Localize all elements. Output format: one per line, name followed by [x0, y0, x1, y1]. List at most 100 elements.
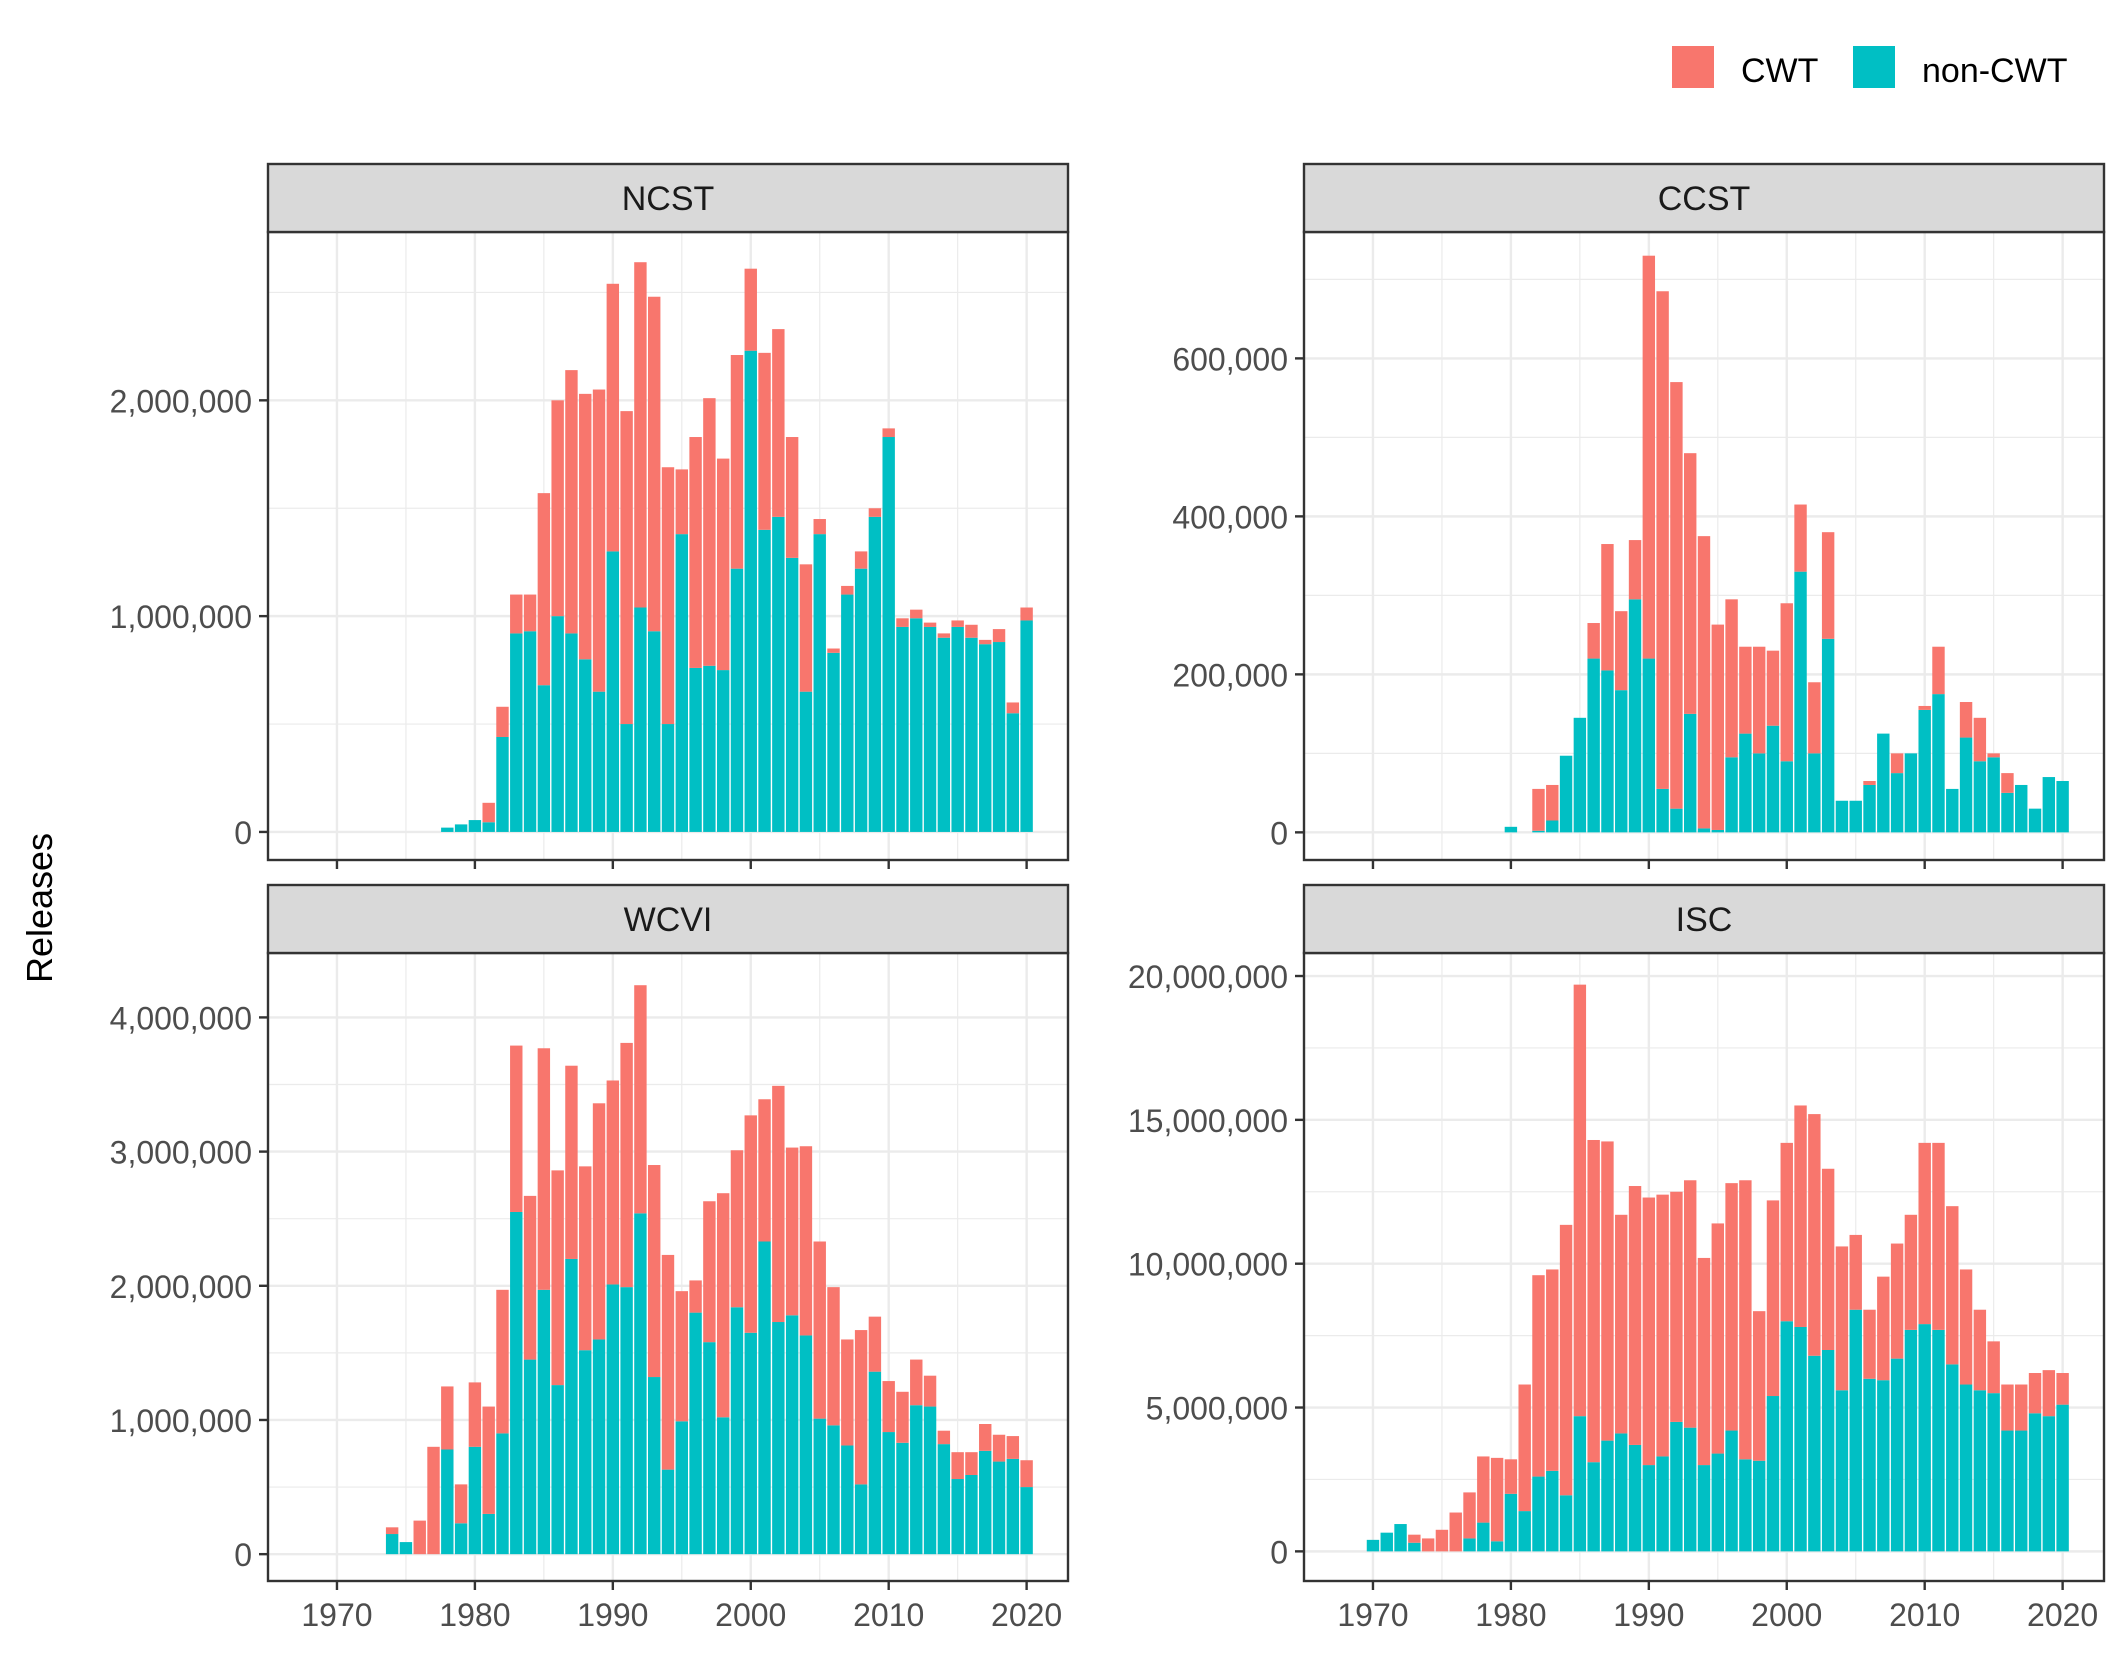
- bar-CWT-2015: [1987, 753, 2000, 758]
- bar-CWT-1996: [689, 1280, 702, 1313]
- bar-CWT-1994: [661, 1254, 675, 1470]
- bar-CWT-1978: [1477, 1456, 1490, 1523]
- bar-non-CWT-2010: [1918, 709, 1931, 833]
- bar-non-CWT-2000: [1780, 761, 1793, 833]
- bar-CWT-2009: [868, 508, 882, 517]
- legend-swatch-non-CWT: [1853, 46, 1895, 88]
- bar-CWT-1991: [1656, 291, 1669, 789]
- bar-non-CWT-2002: [772, 1322, 785, 1555]
- bar-CWT-1984: [523, 1195, 537, 1360]
- strip-CCST: [1302, 162, 2106, 234]
- bar-non-CWT-1981: [482, 822, 495, 832]
- bar-non-CWT-2001: [758, 1241, 771, 1555]
- bar-CWT-2017: [2015, 1384, 2028, 1431]
- y-tick-label: 0: [234, 815, 252, 851]
- bar-CWT-2001: [758, 1099, 771, 1242]
- bar-CWT-1987: [1601, 544, 1614, 671]
- bar-non-CWT-2008: [854, 568, 868, 832]
- bar-CWT-1994: [661, 467, 675, 725]
- bar-non-CWT-1972: [1394, 1524, 1407, 1552]
- bar-non-CWT-1982: [496, 1433, 509, 1555]
- bar-CWT-2018: [992, 1434, 1006, 1462]
- bar-non-CWT-2002: [772, 516, 785, 832]
- bar-CWT-1974: [385, 1527, 399, 1535]
- bar-non-CWT-1981: [1518, 1511, 1531, 1552]
- strip-ISC: [1302, 883, 2106, 955]
- bar-CWT-2017: [979, 639, 992, 645]
- bar-non-CWT-2003: [1821, 1349, 1835, 1552]
- bar-CWT-2000: [744, 268, 757, 351]
- bar-non-CWT-2004: [1835, 1390, 1849, 1552]
- y-tick-label: 2,000,000: [110, 383, 252, 419]
- bar-non-CWT-1992: [1670, 808, 1683, 833]
- bar-non-CWT-1982: [1532, 830, 1545, 833]
- bar-CWT-1974: [1421, 1538, 1435, 1552]
- bar-CWT-2001: [1794, 1105, 1807, 1327]
- y-tick-label: 20,000,000: [1128, 959, 1288, 995]
- bar-CWT-1982: [1532, 1275, 1545, 1477]
- y-tick-label: 10,000,000: [1128, 1247, 1288, 1283]
- bar-non-CWT-1982: [496, 736, 509, 832]
- bar-non-CWT-2017: [979, 1450, 992, 1555]
- bar-CWT-1990: [606, 1080, 620, 1285]
- bar-CWT-2008: [1890, 1243, 1904, 1359]
- bar-CWT-2011: [1932, 1142, 1945, 1330]
- bar-CWT-2005: [1849, 1234, 1862, 1310]
- bar-CWT-2004: [799, 1146, 813, 1336]
- bar-CWT-2000: [1780, 603, 1793, 762]
- bar-non-CWT-1998: [1752, 753, 1766, 833]
- bar-non-CWT-2012: [910, 1405, 923, 1555]
- bar-non-CWT-2015: [951, 626, 964, 832]
- bar-non-CWT-2016: [2001, 1430, 2014, 1552]
- y-tick-label: 4,000,000: [110, 1000, 252, 1036]
- bar-non-CWT-2007: [1877, 1380, 1890, 1552]
- bar-non-CWT-2014: [1973, 761, 1987, 833]
- bar-non-CWT-2009: [1904, 753, 1918, 833]
- bar-non-CWT-1978: [441, 827, 454, 832]
- bar-CWT-2014: [1973, 717, 1987, 762]
- bar-non-CWT-1995: [675, 1421, 688, 1555]
- bar-non-CWT-2012: [910, 618, 923, 832]
- bar-CWT-1998: [716, 458, 730, 671]
- bar-CWT-2004: [799, 564, 813, 692]
- bar-non-CWT-2019: [2042, 1416, 2056, 1552]
- bar-CWT-1982: [496, 706, 509, 737]
- bar-CWT-1991: [1656, 1194, 1669, 1457]
- strip-label: CCST: [1658, 180, 1751, 218]
- bar-CWT-2010: [882, 428, 895, 438]
- y-tick-label: 0: [1270, 815, 1288, 851]
- bar-CWT-2003: [785, 437, 799, 558]
- y-tick-label: 15,000,000: [1128, 1103, 1288, 1139]
- bar-CWT-1999: [730, 1150, 744, 1308]
- bar-non-CWT-1978: [1477, 1522, 1490, 1552]
- bar-CWT-1999: [1766, 1200, 1780, 1397]
- bar-CWT-1982: [496, 1289, 509, 1434]
- bar-non-CWT-1997: [1739, 1459, 1752, 1552]
- bar-non-CWT-2012: [1946, 788, 1959, 833]
- bar-CWT-1983: [1546, 784, 1559, 821]
- bar-CWT-1981: [482, 1406, 495, 1514]
- bar-non-CWT-2008: [854, 1484, 868, 1555]
- bar-CWT-2010: [1918, 705, 1931, 710]
- bar-non-CWT-2018: [2028, 808, 2042, 833]
- bar-CWT-2015: [951, 1452, 964, 1480]
- bar-non-CWT-1997: [703, 1342, 716, 1555]
- bar-CWT-1995: [1711, 624, 1724, 830]
- bar-non-CWT-1980: [1504, 1493, 1518, 1552]
- bar-non-CWT-2017: [2015, 784, 2028, 833]
- bar-CWT-1993: [648, 296, 661, 632]
- bar-non-CWT-1978: [441, 1449, 454, 1555]
- bar-non-CWT-1971: [1380, 1532, 1393, 1552]
- bar-CWT-2008: [1890, 753, 1904, 774]
- bar-CWT-2006: [1863, 781, 1876, 785]
- bar-non-CWT-2015: [951, 1479, 964, 1555]
- bar-non-CWT-2007: [1877, 733, 1890, 833]
- y-tick-label: 600,000: [1172, 341, 1288, 377]
- bar-CWT-2019: [1006, 1436, 1020, 1459]
- bar-CWT-2001: [758, 352, 771, 530]
- bar-non-CWT-1981: [482, 1513, 495, 1555]
- bar-non-CWT-1994: [661, 1469, 675, 1555]
- bar-non-CWT-2005: [1849, 800, 1862, 833]
- bar-CWT-1986: [1587, 1139, 1600, 1463]
- bar-non-CWT-1992: [1670, 1421, 1683, 1552]
